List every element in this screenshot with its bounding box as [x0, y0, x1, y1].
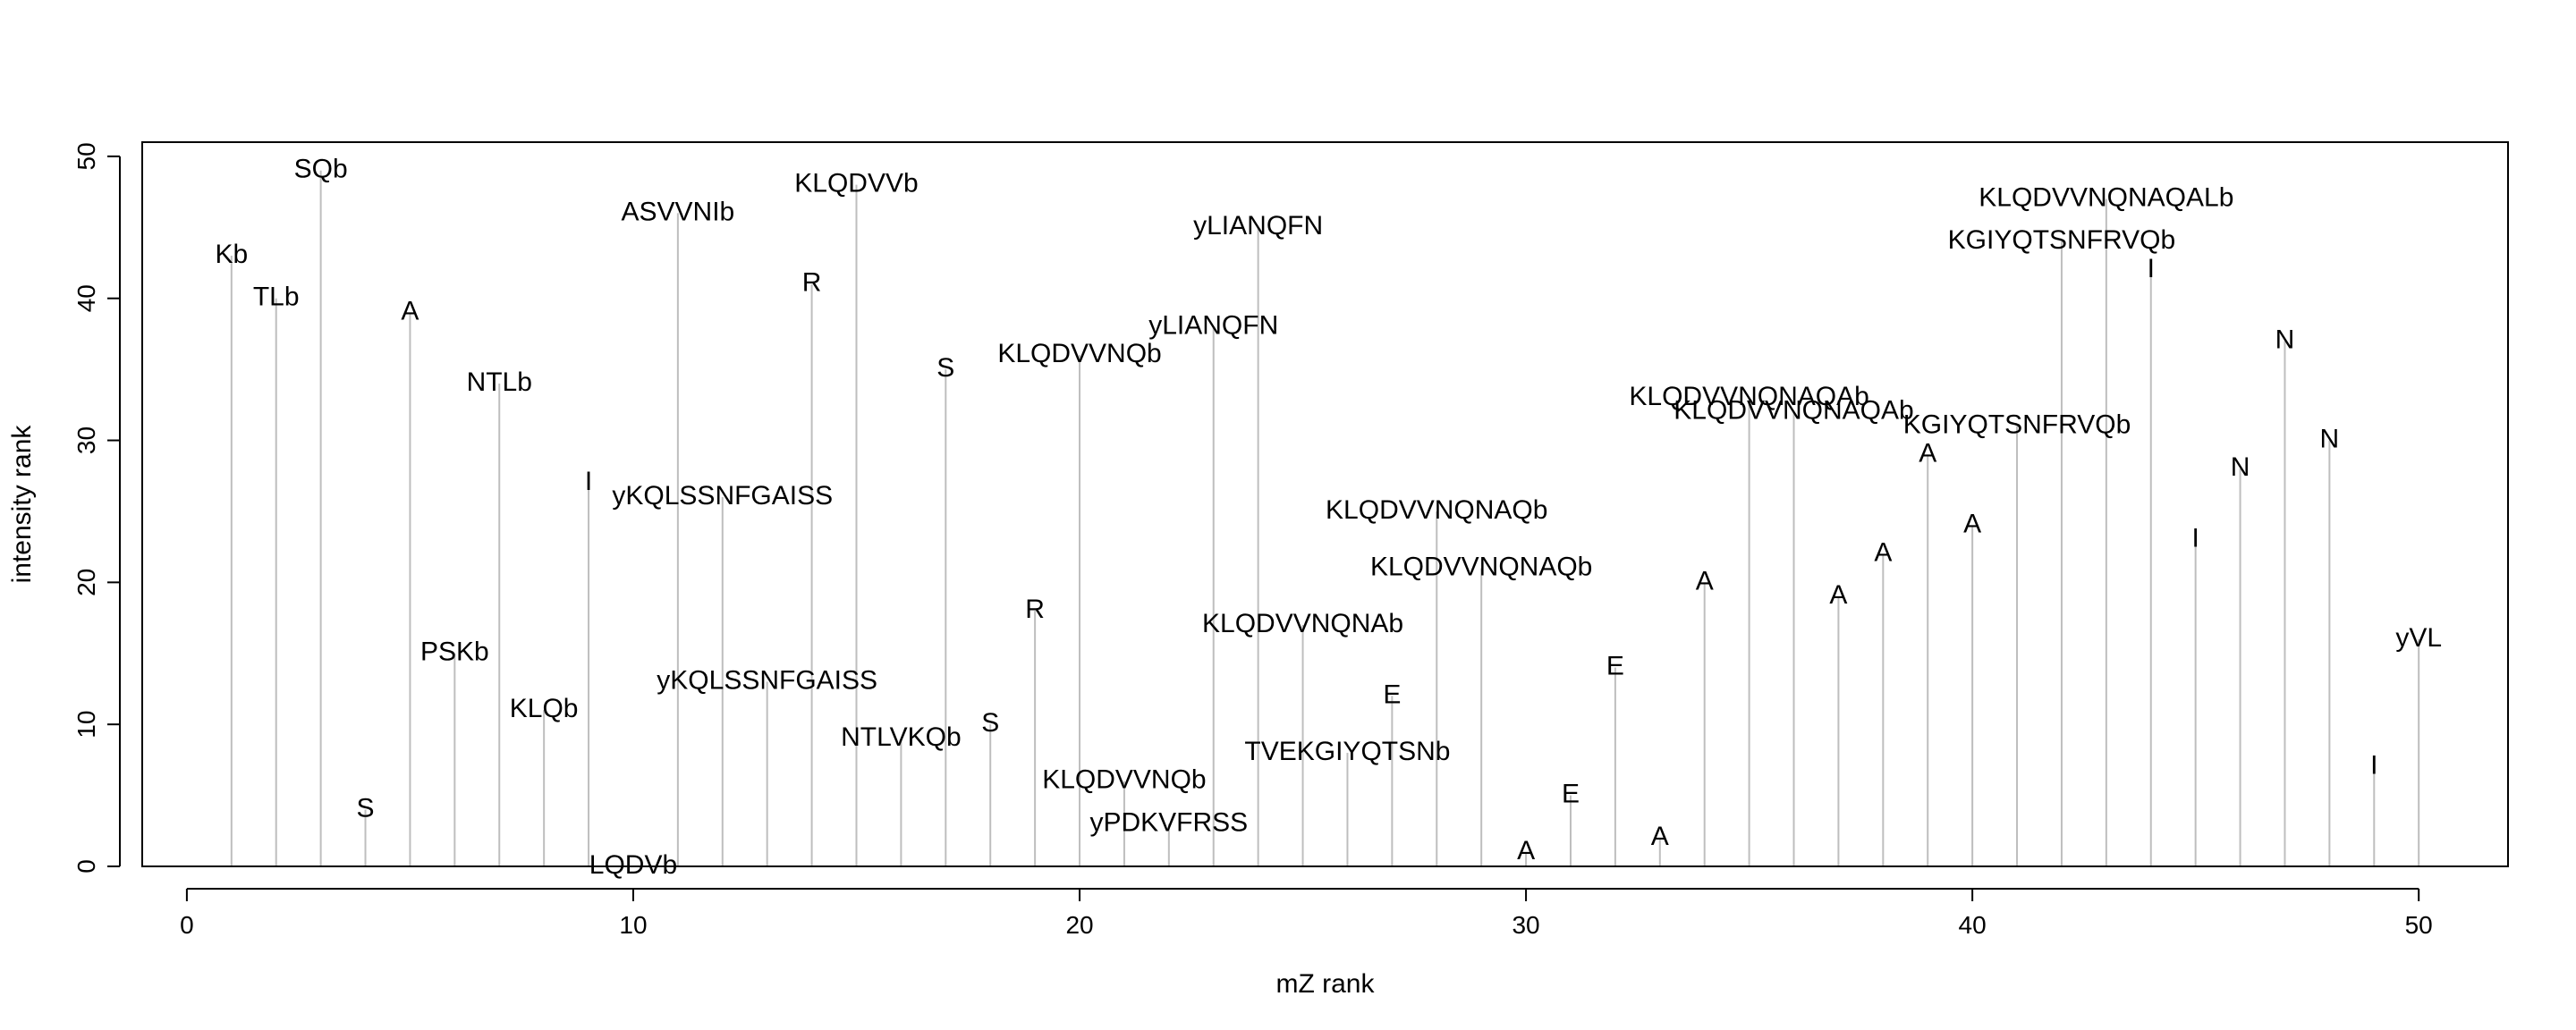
peak-label-36: KLQDVVNQNAQAb [1674, 396, 1913, 426]
peak-label-1: Kb [215, 240, 248, 269]
peak-label-15: KLQDVVb [794, 169, 918, 198]
peak-label-31: E [1562, 780, 1580, 809]
peak-label-8: KLQb [510, 694, 579, 723]
peak-label-49: I [2370, 751, 2377, 781]
x-tick-label-50: 50 [2405, 911, 2433, 939]
peak-label-9: I [585, 467, 592, 496]
peak-label-32: E [1606, 652, 1624, 681]
peak-label-20: KLQDVVNQb [997, 339, 1161, 368]
x-tick-label-20: 20 [1065, 911, 1093, 939]
x-axis: 0 10 20 30 40 50 [180, 888, 2433, 939]
peak-label-4: S [357, 793, 375, 823]
peak-label-46: N [2231, 452, 2250, 482]
y-tick-label-10: 10 [72, 711, 100, 739]
y-tick-label-50: 50 [72, 142, 100, 170]
peak-label-48: N [2320, 424, 2340, 453]
peak-label-38: A [1874, 538, 1892, 568]
y-tick-label-40: 40 [72, 284, 100, 312]
peak-label-37: A [1829, 580, 1847, 610]
peak-label-7: NTLb [467, 367, 532, 397]
peak-label-12: yKQLSSNFGAISS [612, 481, 833, 511]
peak-label-34: A [1696, 566, 1714, 595]
x-axis-title: mZ rank [1275, 969, 1375, 999]
peak-label-13: yKQLSSNFGAISS [657, 665, 877, 695]
x-tick-label-30: 30 [1512, 911, 1539, 939]
peak-label-5: A [401, 297, 419, 326]
peak-label-41: KGIYQTSNFRVQb [1903, 410, 2131, 440]
peak-label-45: I [2191, 524, 2199, 553]
peak-label-25: KLQDVVNQNAb [1202, 609, 1403, 638]
peak-label-43: KLQDVVNQNAQALb [1979, 182, 2233, 212]
peak-label-28: KLQDVVNQNAQb [1326, 495, 1547, 525]
peak-label-47: N [2275, 325, 2295, 354]
stems-layer [230, 170, 2420, 866]
y-tick-label-30: 30 [72, 426, 100, 454]
peak-label-30: A [1517, 836, 1535, 865]
peak-label-44: I [2148, 254, 2155, 283]
y-tick-label-0: 0 [72, 859, 100, 874]
peak-label-16: NTLVKQb [841, 722, 962, 752]
peak-label-17: S [936, 353, 954, 383]
plot-frame [141, 141, 2509, 867]
peak-label-40: A [1963, 510, 1981, 539]
peak-label-26: TVEKGIYQTSNb [1244, 737, 1450, 766]
peak-label-18: S [981, 708, 999, 738]
y-axis: 0 10 20 30 40 50 [72, 142, 121, 874]
peak-label-10: LQDVb [589, 850, 677, 880]
peak-label-11: ASVVNIb [622, 197, 735, 226]
peak-label-3: SQb [294, 155, 348, 184]
peak-label-33: A [1651, 822, 1669, 851]
peak-label-29: KLQDVVNQNAQb [1370, 552, 1592, 581]
peak-label-6: PSKb [420, 637, 489, 667]
peak-label-24: yLIANQFN [1193, 211, 1323, 241]
peak-label-21: KLQDVVNQb [1042, 765, 1206, 795]
peak-label-50: yVL [2395, 623, 2442, 653]
x-tick-label-0: 0 [180, 911, 194, 939]
peak-label-22: yPDKVFRSS [1089, 807, 1248, 837]
peak-label-2: TLb [253, 283, 300, 312]
y-tick-label-20: 20 [72, 569, 100, 596]
peak-label-35: KLQDVVNQNAQAb [1629, 382, 1868, 411]
peak-label-19: R [1025, 595, 1045, 624]
peak-label-42: KGIYQTSNFRVQb [1948, 225, 2176, 255]
peak-label-27: E [1383, 680, 1401, 709]
peak-label-23: yLIANQFN [1148, 310, 1278, 340]
x-tick-label-10: 10 [619, 911, 647, 939]
x-tick-label-40: 40 [1959, 911, 1987, 939]
y-axis-title: intensity rank [7, 425, 37, 584]
peak-label-14: R [802, 268, 822, 298]
peak-label-39: A [1919, 438, 1936, 468]
